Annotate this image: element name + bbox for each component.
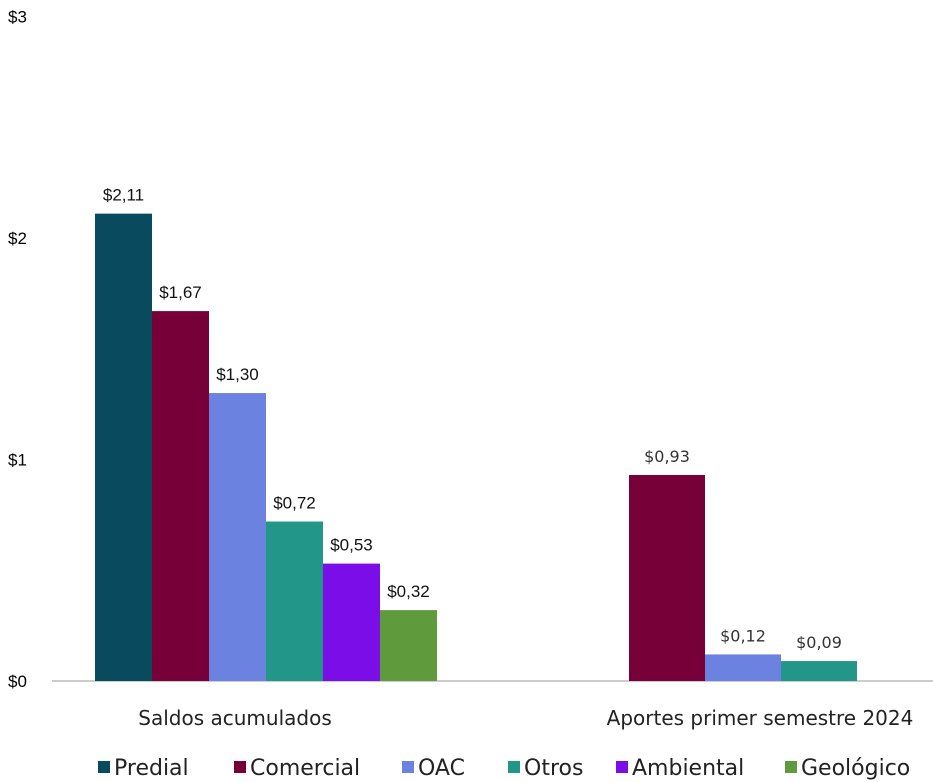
- data-label: $0,12: [720, 626, 766, 645]
- legend-swatch-ambiental: [616, 761, 628, 773]
- data-label: $0,09: [796, 633, 842, 652]
- bar-oac-saldos: [209, 393, 266, 681]
- legend-swatch-comercial: [234, 761, 246, 773]
- bar-ambiental-saldos: [323, 563, 380, 681]
- bars: [95, 213, 857, 681]
- legend-label: Ambiental: [632, 756, 744, 781]
- legend-swatch-geológico: [785, 761, 797, 773]
- legend-label: Otros: [524, 756, 583, 781]
- bar-comercial-saldos: [152, 311, 209, 681]
- legend-swatch-predial: [98, 761, 110, 773]
- data-label: $0,32: [387, 582, 430, 601]
- y-tick-label: $2: [8, 229, 27, 248]
- bar-oac-aportes: [705, 654, 781, 681]
- bar-predial-saldos: [95, 213, 152, 681]
- legend-label: Comercial: [250, 756, 360, 781]
- data-label: $0,93: [644, 447, 690, 466]
- data-labels: $2,11 $1,67 $1,30 $0,72 $0,53 $0,32 $0,93 $0,12…: [103, 186, 842, 652]
- y-tick-label: $3: [8, 8, 27, 27]
- y-tick-label: $0: [8, 672, 27, 691]
- legend-swatch-oac: [402, 761, 414, 773]
- legend-label: OAC: [418, 756, 465, 781]
- data-label: $1,67: [159, 283, 202, 302]
- legend: Predial Comercial OAC Otros Ambiental Geológi…: [98, 756, 910, 781]
- bar-comercial-aportes: [629, 475, 705, 681]
- category-label: Aportes primer semestre 2024: [607, 706, 914, 730]
- y-tick-label: $1: [8, 451, 27, 470]
- data-label: $1,30: [216, 365, 259, 384]
- bar-otros-saldos: [266, 521, 323, 681]
- legend-label: Predial: [114, 756, 189, 781]
- data-label: $2,11: [103, 186, 144, 205]
- y-axis: $0 $1 $2 $3: [8, 8, 27, 692]
- bar-otros-aportes: [781, 661, 857, 681]
- data-label: $0,53: [330, 536, 373, 555]
- category-label: Saldos acumulados: [138, 706, 331, 730]
- data-label: $0,72: [273, 494, 316, 513]
- legend-label: Geológico: [801, 756, 910, 781]
- category-labels: Saldos acumulados Aportes primer semestre…: [138, 706, 913, 730]
- legend-swatch-otros: [508, 761, 520, 773]
- bar-geológico-saldos: [380, 610, 437, 681]
